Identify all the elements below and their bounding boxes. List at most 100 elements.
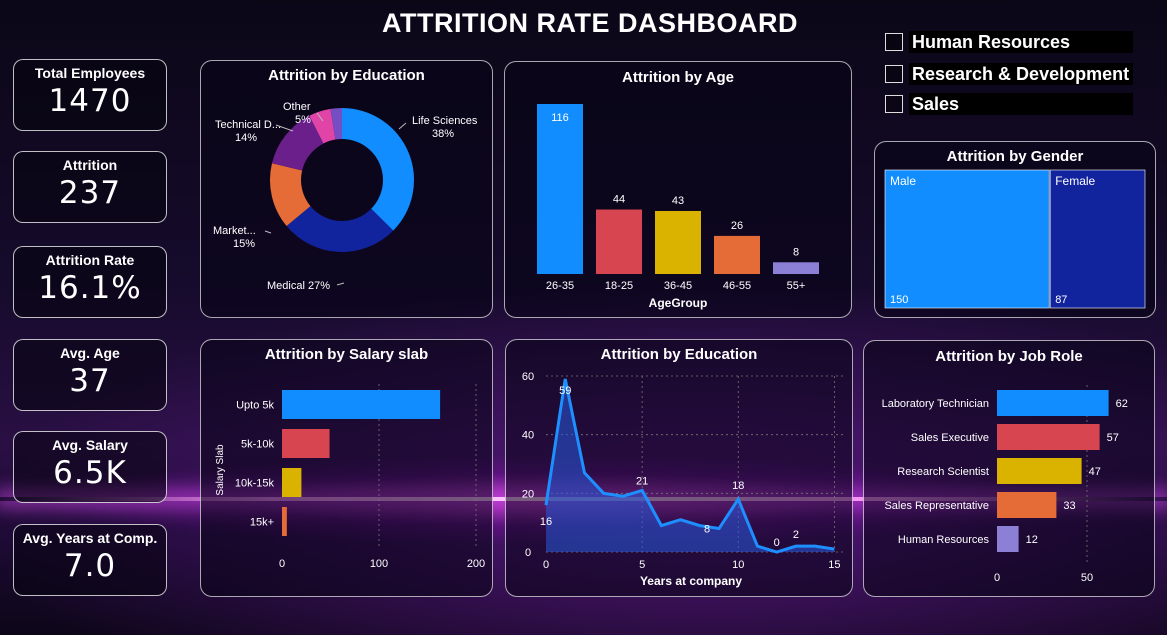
bar-data-label: 44 xyxy=(613,194,625,206)
bar-data-label: 57 xyxy=(1107,432,1119,444)
jobrole-bar xyxy=(997,424,1100,450)
kpi-label: Avg. Age xyxy=(60,345,120,361)
jobrole-bar-chart: 0 50 62 Laboratory Technician 57 Sales Execut… xyxy=(882,385,1128,584)
checkbox[interactable] xyxy=(885,33,903,51)
slice-percent: 14% xyxy=(235,132,257,144)
tile-value: 150 xyxy=(890,294,908,306)
age-bar-chart: 116 26-35 44 18-25 43 36-45 26 46-55 8 55+ AgeGrou… xyxy=(537,104,819,310)
slice-percent: 5% xyxy=(295,114,311,126)
jobrole-bar xyxy=(997,390,1109,416)
x-tick-label: 15 xyxy=(828,559,840,571)
panel-attrition-by-age: Attrition by Age 116 26-35 44 18-25 43 36-45 2… xyxy=(504,61,852,318)
kpi-label: Avg. Salary xyxy=(52,437,128,453)
x-tick-label: 18-25 xyxy=(605,280,633,292)
donut-slice xyxy=(270,163,311,226)
slicer-item-human-resources[interactable]: Human Resources xyxy=(885,31,1133,53)
leader-line xyxy=(264,230,272,234)
jobrole-bar xyxy=(997,526,1019,552)
kpi-value: 37 xyxy=(69,363,111,399)
y-tick-label: Upto 5k xyxy=(236,400,274,412)
kpi-label: Avg. Years at Comp. xyxy=(22,530,158,546)
kpi-label: Attrition xyxy=(62,157,118,173)
bar-data-label: 43 xyxy=(672,195,684,207)
gender-treemap-chart: Male 150 Female 87 xyxy=(884,169,1146,309)
slice-percent: 38% xyxy=(432,128,454,140)
salary-bar xyxy=(282,468,302,497)
salary-bar xyxy=(282,429,330,458)
kpi-total-employees: Total Employees 1470 xyxy=(13,59,167,131)
y-tick-label: Sales Representative xyxy=(884,500,989,512)
slice-label: Life Sciences xyxy=(412,115,478,127)
x-axis-title: AgeGroup xyxy=(649,296,708,310)
x-axis-title: Years at company xyxy=(640,574,742,588)
y-tick-label: Research Scientist xyxy=(897,466,989,478)
slice-percent: 15% xyxy=(233,238,255,250)
checkbox[interactable] xyxy=(885,65,903,83)
bar-data-label: 62 xyxy=(1116,398,1128,410)
y-tick-label: Sales Executive xyxy=(911,432,989,444)
y-tick-label: 40 xyxy=(522,430,534,442)
kpi-label: Attrition Rate xyxy=(45,252,135,268)
leader-line xyxy=(275,124,294,132)
point-data-label: 8 xyxy=(704,524,710,536)
age-bar xyxy=(537,104,583,274)
jobrole-bar xyxy=(997,492,1057,518)
slicer-item-research-development[interactable]: Research & Development xyxy=(885,63,1133,85)
donut-slice xyxy=(309,108,336,144)
donut-slice xyxy=(286,206,394,253)
point-data-label: 18 xyxy=(732,480,744,492)
bar-data-label: 8 xyxy=(793,246,799,258)
salary-bar xyxy=(282,390,441,419)
treemap-tile xyxy=(1049,169,1146,309)
y-axis-title: Salary Slab xyxy=(215,444,226,496)
chart-title: Attrition by Education xyxy=(600,346,758,363)
chart-title: Attrition by Gender xyxy=(946,148,1084,165)
kpi-attrition: Attrition 237 xyxy=(13,151,167,223)
y-tick-label: 10k-15k xyxy=(235,478,275,490)
bar-data-label: 47 xyxy=(1089,466,1101,478)
x-tick-label: 46-55 xyxy=(723,280,751,292)
age-bar xyxy=(714,235,760,274)
x-tick-label: 55+ xyxy=(787,280,806,292)
tile-label: Female xyxy=(1055,174,1095,188)
slicer-item-sales[interactable]: Sales xyxy=(885,93,1133,115)
tile-label: Male xyxy=(890,174,916,188)
slice-label: Other xyxy=(283,101,311,113)
leader-line xyxy=(316,112,324,122)
panel-attrition-by-gender: Attrition by Gender Male 150 Female 87 xyxy=(874,141,1156,318)
x-tick-label: 36-45 xyxy=(664,280,692,292)
area-line xyxy=(544,378,835,554)
bar-data-label: 33 xyxy=(1063,500,1075,512)
x-tick-label: 26-35 xyxy=(546,280,574,292)
kpi-avg-years: Avg. Years at Comp. 7.0 xyxy=(13,524,167,596)
salary-bar-chart: 0 100 200 Upto 5k 5k-10k 10k-15k 15k+ Salary Sl… xyxy=(215,384,485,570)
kpi-value: 6.5K xyxy=(53,455,127,491)
salary-bar xyxy=(282,507,287,536)
kpi-value: 16.1% xyxy=(38,270,142,306)
kpi-avg-age: Avg. Age 37 xyxy=(13,339,167,411)
area-fill xyxy=(546,378,835,552)
jobrole-bar xyxy=(997,458,1082,484)
kpi-avg-salary: Avg. Salary 6.5K xyxy=(13,431,167,503)
donut-slice xyxy=(342,108,414,231)
y-tick-label: 20 xyxy=(522,488,534,500)
kpi-value: 237 xyxy=(58,175,122,211)
point-data-label: 0 xyxy=(774,537,780,549)
y-tick-label: 5k-10k xyxy=(241,439,275,451)
y-tick-label: Human Resources xyxy=(898,534,990,546)
chart-title: Attrition by Job Role xyxy=(935,348,1083,365)
treemap-tile xyxy=(884,169,1050,309)
slicer-label: Research & Development xyxy=(909,63,1133,85)
kpi-attrition-rate: Attrition Rate 16.1% xyxy=(13,246,167,318)
x-tick-label: 200 xyxy=(467,558,485,570)
age-bar xyxy=(773,262,819,274)
x-tick-label: 5 xyxy=(639,559,645,571)
y-tick-label: 60 xyxy=(522,371,534,383)
y-tick-label: Laboratory Technician xyxy=(882,398,989,410)
checkbox[interactable] xyxy=(885,95,903,113)
bar-data-label: 12 xyxy=(1026,534,1038,546)
leader-line xyxy=(336,282,345,286)
bar-data-label: 26 xyxy=(731,220,743,232)
age-bar xyxy=(655,210,701,274)
tile-value: 87 xyxy=(1055,294,1067,306)
